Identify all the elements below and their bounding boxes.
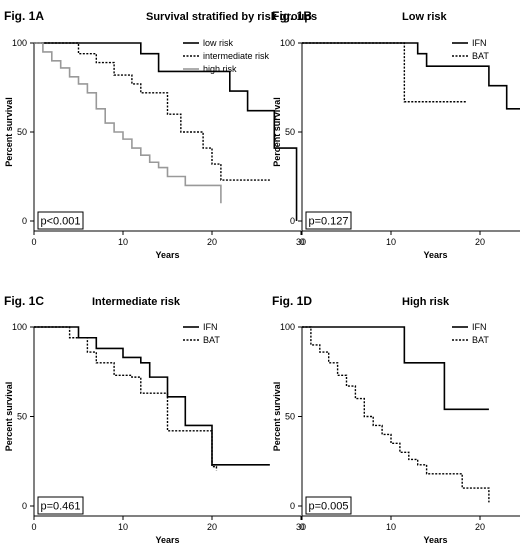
y-tick-label: 0 <box>22 216 27 226</box>
y-tick-label: 50 <box>17 412 27 422</box>
figure-label: Fig. 1A <box>4 9 44 23</box>
y-tick-label: 100 <box>12 322 27 332</box>
series-line-low-risk <box>34 42 298 221</box>
x-tick-label: 10 <box>386 237 396 247</box>
legend-label: IFN <box>472 38 487 48</box>
y-tick-label: 100 <box>280 322 295 332</box>
x-axis-title: Years <box>155 250 179 260</box>
legend-label: BAT <box>472 335 489 345</box>
legend: IFN BAT <box>452 322 489 345</box>
legend-label: low risk <box>203 38 234 48</box>
axes: 0 50 100 0 10 20 30 <box>280 322 520 532</box>
x-tick-label: 20 <box>207 237 217 247</box>
panel-b: Fig. 1B Low risk 0 50 100 0 10 20 30 Years Percent… <box>272 9 520 260</box>
x-axis-title: Years <box>423 535 447 545</box>
y-axis-title: Percent survival <box>272 97 282 167</box>
x-tick-label: 30 <box>296 237 306 247</box>
legend-label: BAT <box>203 335 220 345</box>
x-tick-label: 10 <box>386 522 396 532</box>
figure-label: Fig. 1D <box>272 294 312 308</box>
x-axis-title: Years <box>423 250 447 260</box>
x-tick-label: 30 <box>296 522 306 532</box>
y-tick-label: 100 <box>280 38 295 48</box>
y-tick-label: 0 <box>290 501 295 511</box>
axes: 0 50 100 0 10 20 30 <box>280 38 520 247</box>
series-line-high-risk <box>34 42 222 204</box>
x-tick-label: 0 <box>31 237 36 247</box>
panel-title: Intermediate risk <box>92 296 181 308</box>
pvalue-box <box>37 496 84 515</box>
legend-label: IFN <box>472 322 487 332</box>
legend: low risk intermediate risk high risk <box>183 38 270 74</box>
x-tick-label: 20 <box>475 522 485 532</box>
legend: IFN BAT <box>183 322 220 345</box>
pvalue-label: p=0.461 <box>40 501 80 513</box>
legend-label: IFN <box>203 322 218 332</box>
panel-a: Fig. 1A Survival stratified by risk group… <box>4 9 317 260</box>
pvalue-box <box>305 496 352 515</box>
y-axis-title: Percent survival <box>4 382 14 452</box>
y-axis-title: Percent survival <box>272 382 282 452</box>
series-line-bat <box>34 326 218 471</box>
legend-label: intermediate risk <box>203 51 270 61</box>
y-tick-label: 50 <box>17 127 27 137</box>
x-tick-label: 20 <box>207 522 217 532</box>
series-line-intermediate-risk <box>34 42 270 181</box>
series-line-bat <box>302 42 467 103</box>
panel-title: Survival stratified by risk groups <box>146 11 317 23</box>
pvalue-box <box>305 211 352 230</box>
axes: 0 50 100 0 10 20 30 <box>12 38 306 247</box>
y-axis-title: Percent survival <box>4 97 14 167</box>
x-tick-label: 0 <box>299 237 304 247</box>
series-line-ifn <box>302 42 520 110</box>
panel-d: Fig. 1D High risk 0 50 100 0 10 20 30 Years Percen… <box>272 294 520 545</box>
x-tick-label: 0 <box>31 522 36 532</box>
pvalue-label: p=0.005 <box>308 501 348 513</box>
figure-label: Fig. 1B <box>272 9 312 23</box>
legend: IFN BAT <box>452 38 489 61</box>
x-axis-title: Years <box>155 535 179 545</box>
axes: 0 50 100 0 10 20 30 <box>12 322 306 532</box>
series-line-ifn <box>34 326 270 466</box>
y-tick-label: 50 <box>285 127 295 137</box>
figure-label: Fig. 1C <box>4 294 44 308</box>
pvalue-box <box>37 211 84 230</box>
panel-title: High risk <box>402 296 450 308</box>
series-line-bat <box>302 326 490 503</box>
y-tick-label: 0 <box>290 216 295 226</box>
x-tick-label: 0 <box>299 522 304 532</box>
legend-label: BAT <box>472 51 489 61</box>
panel-c: Fig. 1C Intermediate risk 0 50 100 0 10 20 30 Yea… <box>4 294 306 545</box>
y-tick-label: 100 <box>12 38 27 48</box>
y-tick-label: 0 <box>22 501 27 511</box>
series-line-ifn <box>302 326 489 411</box>
x-tick-label: 10 <box>118 237 128 247</box>
pvalue-label: p<0.001 <box>40 216 80 228</box>
legend-label: high risk <box>203 64 237 74</box>
panel-title: Low risk <box>402 11 448 23</box>
x-tick-label: 20 <box>475 237 485 247</box>
y-tick-label: 50 <box>285 412 295 422</box>
pvalue-label: p=0.127 <box>308 216 348 228</box>
x-tick-label: 10 <box>118 522 128 532</box>
